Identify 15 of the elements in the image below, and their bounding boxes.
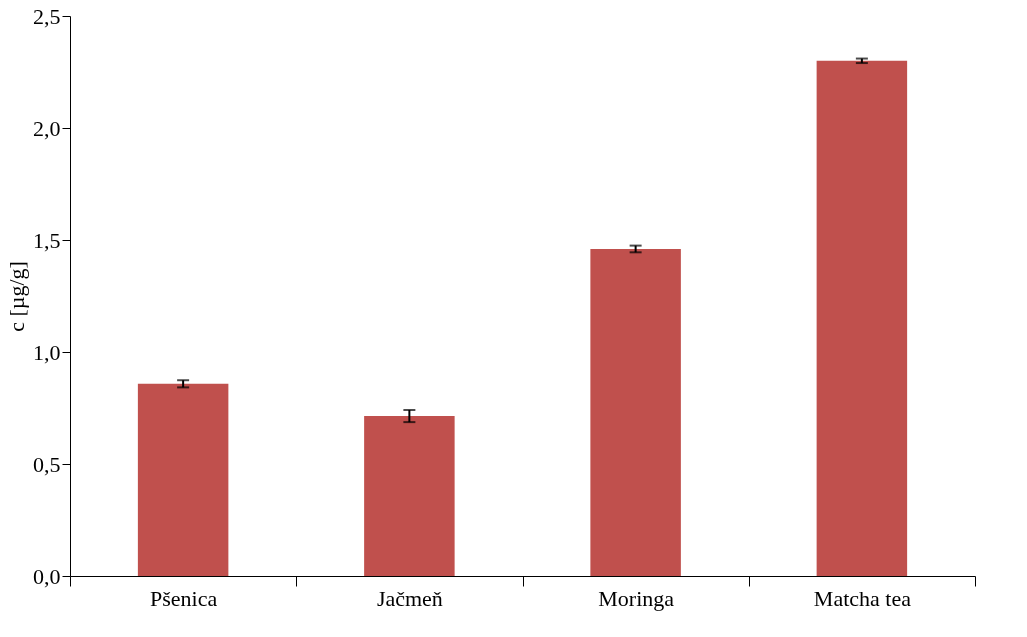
x-tick-label: Moringa [598,585,675,611]
y-axis-title: c [µg/g] [4,261,29,332]
bar [816,60,908,576]
x-tick-label: Pšenica [150,585,218,611]
bar [590,248,681,576]
y-tick-label: 2,0 [33,115,61,141]
x-tick-label: Matcha tea [813,585,912,611]
y-tick-label: 2,5 [33,3,61,29]
y-tick-label: 0,0 [33,563,61,589]
y-tick-label: 1,0 [33,339,61,365]
y-tick-label: 1,5 [33,227,61,253]
y-tick-label: 0,5 [33,451,61,477]
bar [364,416,455,576]
x-tick-label: Jačmeň [376,585,443,611]
bar [137,383,229,576]
